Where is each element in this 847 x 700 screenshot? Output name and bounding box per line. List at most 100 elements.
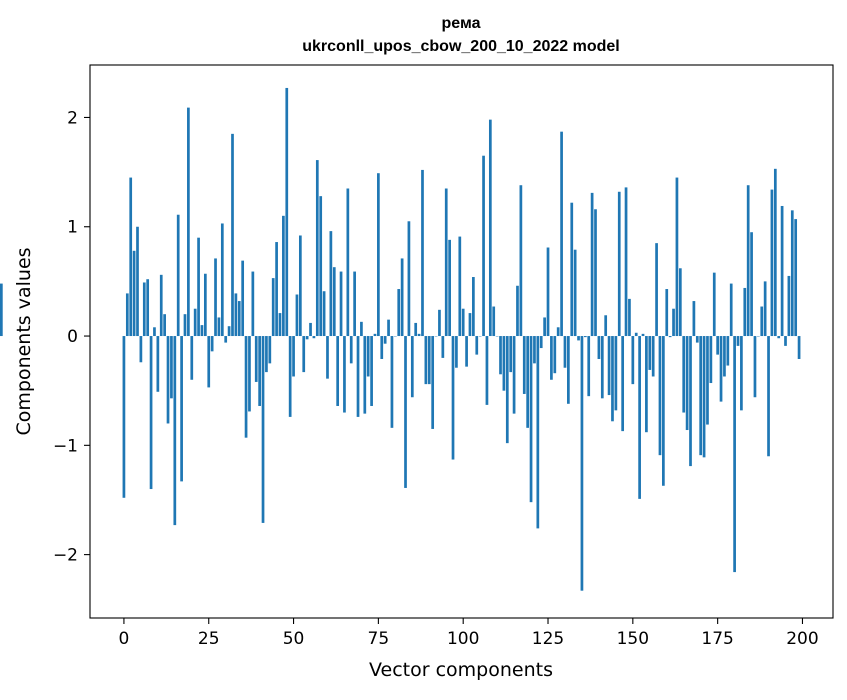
bar	[788, 276, 791, 336]
bar	[777, 336, 780, 338]
bar	[598, 336, 601, 359]
bar	[665, 289, 668, 336]
bar	[258, 336, 261, 406]
bar	[540, 336, 543, 348]
bar	[150, 336, 153, 489]
bar	[723, 336, 726, 376]
bar	[309, 323, 312, 336]
bar	[482, 156, 485, 336]
bar	[570, 203, 573, 336]
chart-title: рема	[442, 15, 481, 32]
bar	[133, 251, 136, 336]
bar	[699, 336, 702, 455]
bar	[547, 248, 550, 337]
bar	[533, 336, 536, 363]
bar	[346, 189, 349, 337]
bar	[221, 223, 224, 336]
bar	[201, 325, 204, 336]
bar	[224, 336, 227, 343]
bar	[143, 282, 146, 336]
bar	[462, 309, 465, 336]
bar	[655, 243, 658, 336]
y-axis-label: Components values	[13, 247, 35, 435]
y-tick-label: 0	[67, 327, 78, 347]
bar	[167, 336, 170, 423]
bar	[123, 336, 126, 498]
bar	[387, 320, 390, 336]
bar	[340, 272, 343, 336]
bar	[726, 336, 729, 366]
bar	[187, 108, 190, 336]
bar	[282, 216, 285, 336]
bar	[608, 336, 611, 395]
bar	[642, 334, 645, 336]
bar	[275, 242, 278, 336]
bar	[360, 322, 363, 336]
bar	[160, 275, 163, 336]
x-axis-label: Vector components	[369, 659, 553, 681]
bar	[323, 291, 326, 336]
bar	[716, 336, 719, 355]
bar	[173, 336, 176, 525]
x-tick-label: 175	[701, 629, 733, 649]
bar	[696, 336, 699, 343]
bar	[384, 336, 387, 344]
bar	[747, 185, 750, 336]
bar	[710, 336, 713, 383]
bar	[740, 336, 743, 410]
bar	[418, 334, 421, 336]
bar	[228, 326, 231, 336]
bar	[754, 336, 757, 397]
bar	[262, 336, 265, 523]
bar	[235, 293, 238, 336]
bar	[767, 336, 770, 456]
bar	[764, 281, 767, 336]
bar	[791, 210, 794, 336]
bar	[560, 132, 563, 336]
bar	[333, 267, 336, 336]
bar	[618, 192, 621, 336]
bar	[306, 336, 309, 339]
bar	[330, 231, 333, 336]
bar	[693, 301, 696, 336]
bar	[594, 209, 597, 336]
bar	[662, 336, 665, 486]
bar	[441, 336, 444, 358]
bar	[408, 221, 411, 336]
bar	[652, 336, 655, 376]
bar	[197, 238, 200, 336]
x-tick-label: 125	[532, 629, 564, 649]
bar	[296, 295, 299, 337]
y-tick-label: −1	[53, 436, 78, 456]
bar	[157, 336, 160, 392]
bar	[153, 327, 156, 336]
bar	[404, 336, 407, 488]
bar	[506, 336, 509, 443]
bar	[523, 336, 526, 394]
bar	[774, 169, 777, 336]
bar	[370, 336, 373, 406]
bar	[513, 336, 516, 414]
bar	[218, 317, 221, 336]
bar	[336, 336, 339, 406]
bar	[503, 336, 506, 391]
bar	[452, 336, 455, 460]
bar	[676, 178, 679, 336]
bar	[136, 227, 139, 336]
bar	[520, 185, 523, 336]
bar	[177, 215, 180, 336]
bar	[516, 286, 519, 336]
bar	[743, 288, 746, 336]
bar	[574, 250, 577, 336]
bar	[367, 336, 370, 376]
bar	[299, 235, 302, 336]
bar	[214, 258, 217, 336]
bar	[180, 336, 183, 481]
bar	[353, 272, 356, 336]
bar	[204, 274, 207, 336]
bar	[302, 336, 305, 372]
bar	[553, 336, 556, 373]
bar	[798, 336, 801, 359]
